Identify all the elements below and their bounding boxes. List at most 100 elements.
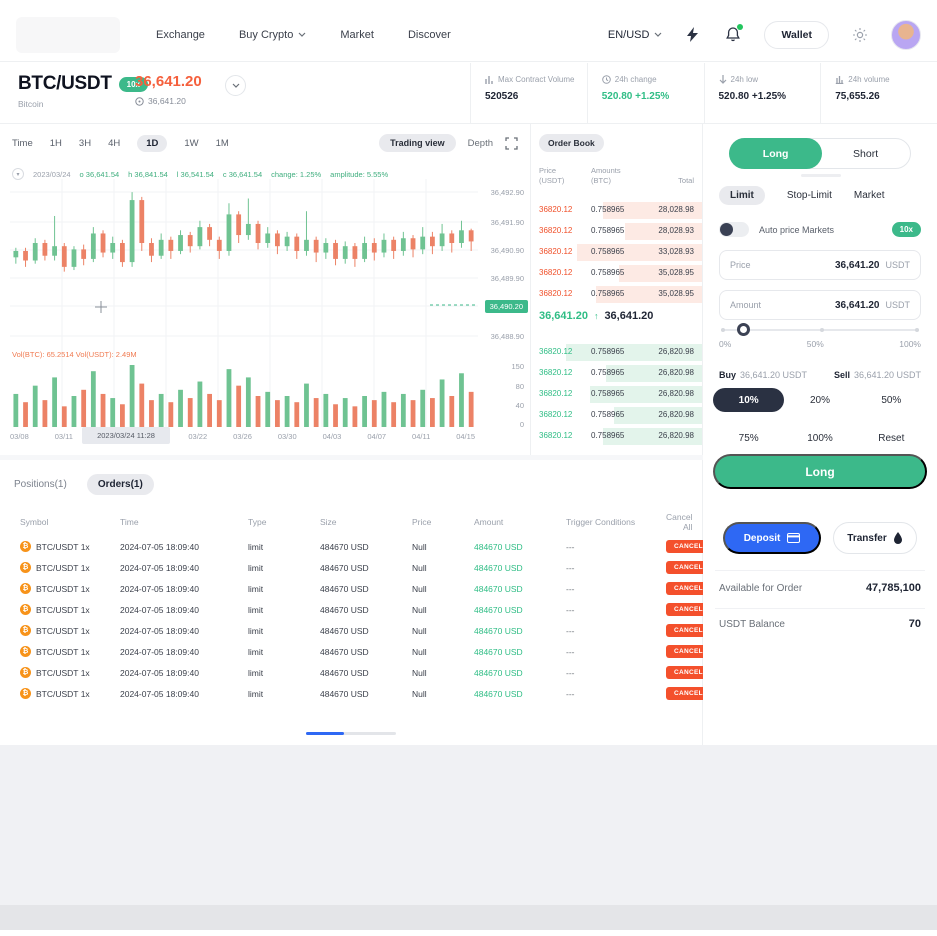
nav-link-exchange[interactable]: Exchange <box>156 29 205 41</box>
interval-tab-1m[interactable]: 1M <box>215 137 229 149</box>
cancel-order-button[interactable]: CANCEL <box>666 687 711 700</box>
long-tab[interactable]: Long <box>729 138 823 169</box>
last-price: 36,641.20 <box>135 73 202 90</box>
time-axis-label: 03/11 <box>54 432 73 441</box>
order-type-limit[interactable]: Limit <box>719 186 765 205</box>
notification-dot <box>737 23 744 30</box>
quick-actions-button[interactable] <box>684 26 702 44</box>
transfer-button[interactable]: Transfer <box>833 522 917 554</box>
interval-tab-3h[interactable]: 3H <box>78 137 92 149</box>
ob-amount: 0.758965 <box>591 431 625 440</box>
tab-orders[interactable]: Orders(1) <box>86 474 154 495</box>
price-input[interactable]: Price 36,641.20 USDT <box>719 250 921 280</box>
cancel-order-button[interactable]: CANCEL <box>666 561 711 574</box>
percent-button-50pct[interactable]: 50% <box>881 394 902 406</box>
order-size: 484670 USD <box>320 646 369 657</box>
pair-dropdown-button[interactable] <box>225 75 246 96</box>
order-type-market[interactable]: Market <box>853 190 885 201</box>
cancel-order-button[interactable]: CANCEL <box>666 666 711 679</box>
order-amount: 484670 USD <box>474 688 523 699</box>
interval-tab-1w[interactable]: 1W <box>184 137 199 149</box>
ob-amount: 0.758965 <box>591 268 625 277</box>
ask-row[interactable]: 36820.12 0.758965 33,028.93 <box>531 242 702 263</box>
depth-bar <box>619 265 702 282</box>
auto-price-toggle[interactable] <box>719 222 749 237</box>
fullscreen-icon[interactable] <box>505 136 518 150</box>
order-row: ₿ BTC/USDT 1x 2024-07-05 18:09:40 limit 4846… <box>0 599 711 620</box>
price-axis-label: 36,490.90 <box>490 246 524 255</box>
legend-collapse-icon[interactable]: ▾ <box>12 168 24 180</box>
bid-row[interactable]: 36820.12 0.758965 26,820.98 <box>531 363 702 384</box>
btc-coin-icon: ₿ <box>20 625 31 636</box>
candlestick-chart[interactable] <box>0 124 530 455</box>
percent-button-20pct[interactable]: 20% <box>809 394 830 406</box>
nav-link-buy-crypto[interactable]: Buy Crypto <box>239 29 306 41</box>
short-tab[interactable]: Short <box>853 147 879 160</box>
order-amount: 484670 USD <box>474 562 523 573</box>
order-price: Null <box>412 646 427 657</box>
bid-row[interactable]: 36820.12 0.758965 26,820.98 <box>531 426 702 447</box>
order-book: Order Book Price (USDT) Amounts (BTC) Tota… <box>530 124 703 455</box>
slider-handle[interactable] <box>736 323 750 336</box>
percent-button-10pct[interactable]: 10% <box>713 388 785 412</box>
order-size: 484670 USD <box>320 667 369 678</box>
ask-row[interactable]: 36820.12 0.758965 35,028.95 <box>531 284 702 305</box>
user-avatar[interactable] <box>891 19 921 50</box>
ask-row[interactable]: 36820.12 0.758965 35,028.95 <box>531 263 702 284</box>
scrollbar-thumb[interactable] <box>306 732 344 735</box>
bid-row[interactable]: 36820.12 0.758965 26,820.98 <box>531 342 702 363</box>
price-axis-label: 36,488.90 <box>490 332 524 341</box>
stat-value: 520.80 +1.25% <box>718 91 787 102</box>
wallet-button[interactable]: Wallet <box>764 20 829 49</box>
percent-button-reset[interactable]: Reset <box>878 432 905 444</box>
ob-total: 26,820.98 <box>658 431 694 440</box>
trading-view-toggle[interactable]: Trading view <box>379 134 456 152</box>
ask-row[interactable]: 36820.12 0.758965 28,028.93 <box>531 221 702 242</box>
orders-table-headers: Symbol Time Type Size Price Amount Trigger Con… <box>0 512 702 532</box>
leverage-pill[interactable]: 10x <box>891 222 921 237</box>
submit-long-button[interactable]: Long <box>713 454 927 489</box>
cancel-order-button[interactable]: CANCEL <box>666 603 711 616</box>
order-symbol: BTC/USDT 1x <box>36 541 90 552</box>
side-switch: Long Short <box>729 138 911 169</box>
locale-selector[interactable]: EN/USD <box>608 29 663 41</box>
interval-tab-1d[interactable]: 1D <box>137 134 168 152</box>
ob-price: 36820.12 <box>539 226 573 235</box>
interval-tabs: Time 1H 3H 4H 1D 1W 1M <box>12 134 229 152</box>
deposit-button[interactable]: Deposit <box>723 522 822 554</box>
ob-price: 36820.12 <box>539 247 573 256</box>
order-size: 484670 USD <box>320 604 369 615</box>
order-trigger: --- <box>566 583 575 594</box>
ask-row[interactable]: 36820.12 0.758965 28,028.98 <box>531 200 702 221</box>
cancel-order-button[interactable]: CANCEL <box>666 540 711 553</box>
divider <box>715 608 925 609</box>
tab-positions[interactable]: Positions(1) <box>14 479 67 490</box>
cancel-order-button[interactable]: CANCEL <box>666 645 711 658</box>
volume-axis-label: 0 <box>519 420 524 429</box>
bid-row[interactable]: 36820.12 0.758965 26,820.98 <box>531 405 702 426</box>
interval-tab-time[interactable]: Time <box>12 137 33 149</box>
order-type-stop-limit[interactable]: Stop-Limit <box>786 190 832 201</box>
bid-row[interactable]: 36820.12 0.758965 26,820.98 <box>531 384 702 405</box>
cancel-order-button[interactable]: CANCEL <box>666 624 711 637</box>
logo-placeholder <box>16 16 120 53</box>
amount-slider[interactable] <box>721 323 919 336</box>
order-price: Null <box>412 667 427 678</box>
cancel-order-button[interactable]: CANCEL <box>666 582 711 595</box>
depth-toggle[interactable]: Depth <box>467 137 493 149</box>
btc-coin-icon: ₿ <box>20 604 31 615</box>
order-trigger: --- <box>566 646 575 657</box>
theme-toggle-button[interactable] <box>851 26 869 44</box>
percent-button-75pct[interactable]: 75% <box>738 432 759 444</box>
notifications-button[interactable] <box>724 23 744 44</box>
nav-link-market[interactable]: Market <box>340 29 374 41</box>
column-header: Type <box>248 517 267 527</box>
nav-link-discover[interactable]: Discover <box>408 29 451 41</box>
slider-labels: 0% 50% 100% <box>719 339 921 349</box>
horizontal-scrollbar[interactable] <box>306 732 396 735</box>
interval-tab-1h[interactable]: 1H <box>49 137 62 149</box>
amount-input[interactable]: Amount 36,641.20 USDT <box>719 290 921 320</box>
percent-button-100pct[interactable]: 100% <box>807 432 833 444</box>
interval-tab-4h[interactable]: 4H <box>108 137 121 149</box>
